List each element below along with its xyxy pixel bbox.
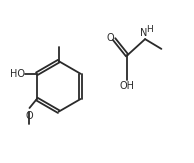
Text: HO: HO <box>10 69 25 79</box>
Text: O: O <box>26 111 33 121</box>
Text: H: H <box>146 25 152 34</box>
Text: OH: OH <box>120 81 135 91</box>
Text: O: O <box>107 33 114 43</box>
Text: N: N <box>140 28 147 38</box>
